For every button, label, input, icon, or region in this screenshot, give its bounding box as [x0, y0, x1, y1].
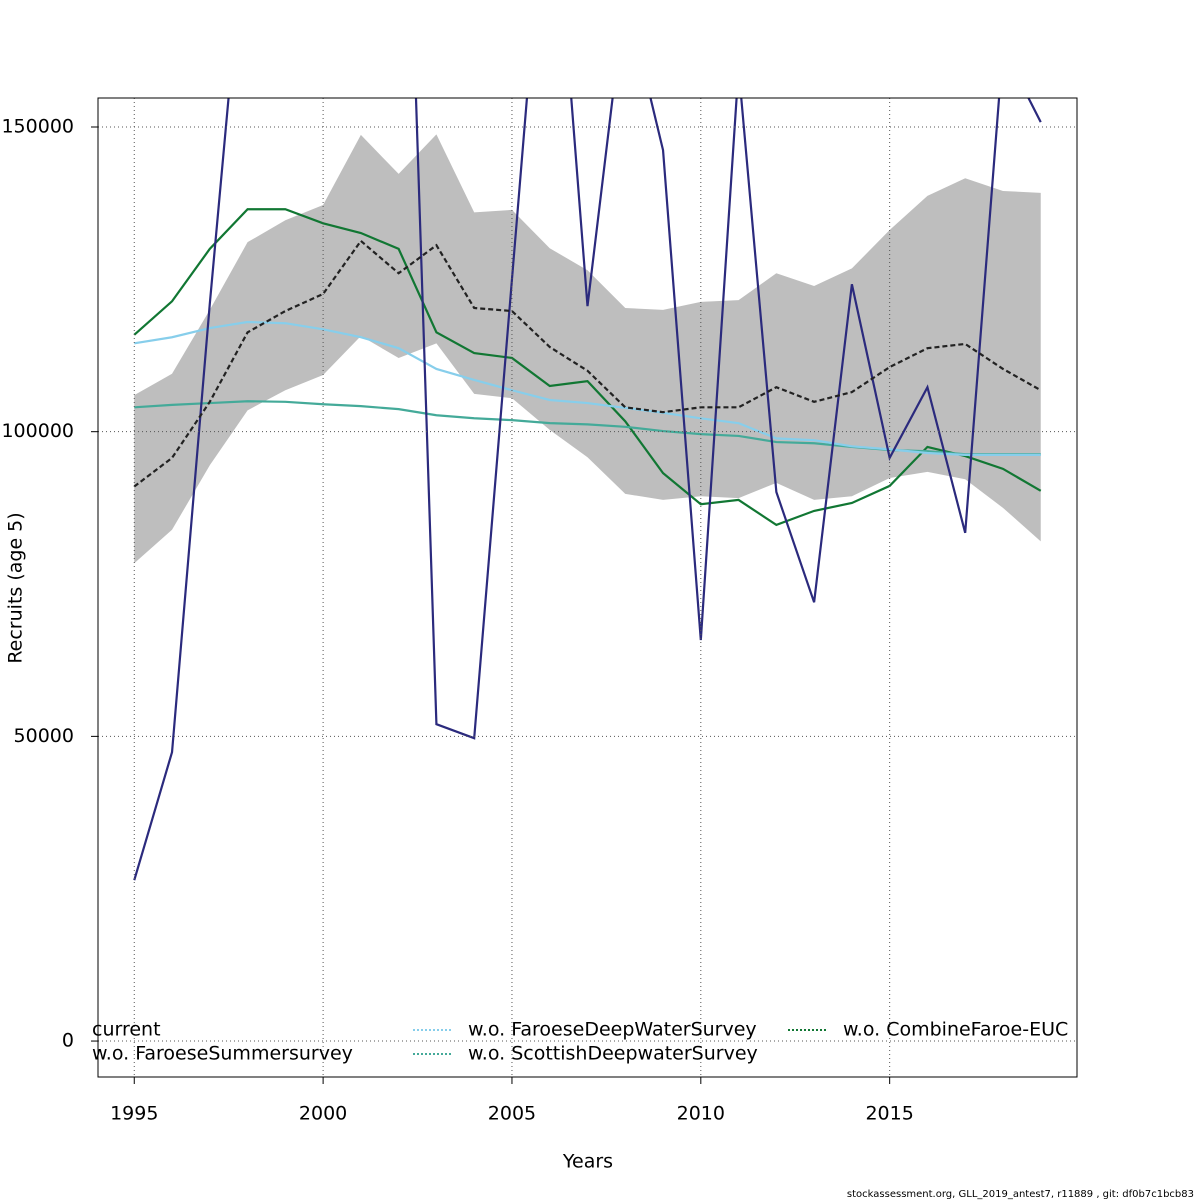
footer: stockassessment.org, GLL_2019_antest7, r…	[847, 1189, 1194, 1200]
confidence-band	[134, 134, 1041, 564]
y-tick-label: 100000	[1, 420, 74, 442]
series-line	[134, 320, 1041, 456]
plot-frame	[97, 97, 1078, 1078]
y-axis-label: Recruits (age 5)	[5, 512, 27, 663]
legend-label: w.o. ScottishDeepwaterSurvey	[468, 1043, 758, 1065]
legend-label: w.o. CombineFaroe-EUC	[843, 1019, 1068, 1041]
y-tick-label: 150000	[1, 116, 74, 138]
x-tick-label: 1995	[110, 1103, 158, 1125]
x-tick-label: 2010	[677, 1103, 725, 1125]
x-axis-label: Years	[562, 1151, 613, 1173]
x-tick-label: 2000	[299, 1103, 347, 1125]
legend-label: w.o. FaroeseSummersurvey	[92, 1043, 353, 1065]
series-line	[133, 208, 1042, 527]
x-tick-label: 2015	[865, 1103, 913, 1125]
legend-label: w.o. FaroeseDeepWaterSurvey	[468, 1019, 757, 1041]
series-line	[133, 239, 1042, 488]
y-tick-label: 50000	[14, 725, 74, 747]
legend-label: current	[92, 1019, 161, 1041]
y-tick-label: 0	[62, 1030, 74, 1052]
series-line	[133, 98, 1042, 881]
x-tick-label: 2005	[488, 1103, 536, 1125]
plot-area	[133, 98, 1042, 881]
